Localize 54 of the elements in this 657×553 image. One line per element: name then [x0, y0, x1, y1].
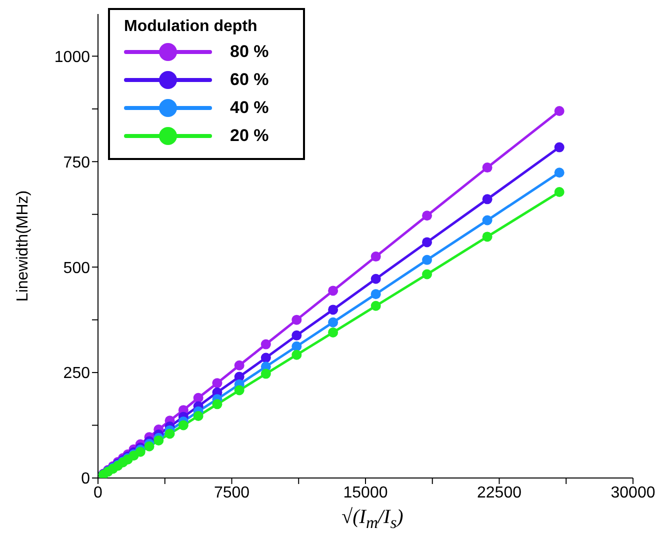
x-tick-label: 30000: [610, 484, 656, 502]
point: [422, 254, 432, 265]
point: [144, 441, 154, 452]
point: [482, 232, 492, 242]
point: [482, 194, 492, 204]
x-tick-label: 22500: [477, 484, 522, 502]
point: [292, 350, 302, 360]
point: [554, 106, 564, 116]
y-tick-label: 1000: [54, 48, 90, 66]
y-axis-title: Linewidth(MHz): [14, 190, 32, 302]
y-tick-label: 500: [63, 260, 90, 277]
legend-label: 20 %: [230, 126, 269, 146]
point: [178, 420, 188, 430]
point: [193, 410, 204, 421]
x-axis-title: √(I$_{m}$/I$_{s}$): [340, 506, 404, 533]
point: [260, 339, 271, 350]
point: [370, 252, 381, 262]
legend-label: 60 %: [230, 70, 269, 90]
x-tick-label: 15000: [343, 484, 388, 502]
point: [328, 317, 338, 328]
point: [482, 162, 492, 173]
point: [212, 378, 222, 388]
point: [370, 274, 381, 284]
point: [370, 300, 381, 311]
point: [164, 428, 175, 439]
y-tick-label: 0: [81, 470, 90, 488]
point: [554, 187, 564, 198]
y-tick-label: 750: [63, 154, 90, 172]
point: [292, 341, 302, 352]
point: [292, 330, 302, 340]
point: [154, 435, 164, 446]
legend-title: Modulation depth: [124, 18, 258, 36]
point: [328, 286, 338, 296]
point: [234, 385, 244, 396]
point: [370, 289, 381, 300]
point: [422, 237, 432, 248]
point: [328, 304, 338, 315]
point: [234, 360, 244, 370]
y-tick-label: 250: [63, 365, 90, 382]
x-tick-label: 0: [94, 484, 103, 502]
point: [328, 327, 338, 338]
point: [260, 368, 271, 379]
legend-label: 80 %: [230, 42, 269, 62]
point: [422, 210, 432, 221]
legend-label: 40 %: [230, 98, 269, 118]
point: [260, 352, 271, 363]
x-tick-label: 7500: [214, 484, 250, 502]
point: [422, 269, 432, 280]
point: [554, 142, 564, 152]
point: [212, 399, 222, 410]
point: [292, 314, 302, 325]
point: [193, 392, 204, 403]
point: [482, 215, 492, 226]
point: [554, 168, 564, 178]
